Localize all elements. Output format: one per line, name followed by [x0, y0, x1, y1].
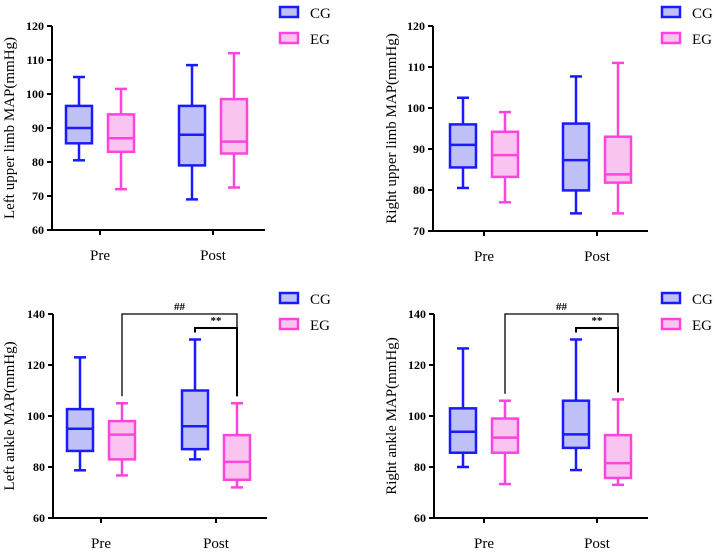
box-CG-Post [177, 63, 207, 201]
x-tick-label: Post [584, 536, 611, 550]
box-iqr [219, 97, 249, 155]
bracket-line [194, 327, 238, 397]
y-tick-label: 120 [27, 358, 45, 372]
box-EG-Post [222, 402, 252, 489]
y-tick-label: 90 [413, 142, 425, 156]
legend-swatch-EG [660, 31, 682, 45]
box-CG-Pre [448, 347, 478, 469]
bracket-line [575, 327, 619, 393]
box-EG-Pre [107, 402, 137, 477]
legend-label-CG: CG [310, 6, 331, 22]
y-tick-label: 120 [26, 19, 44, 33]
legend-swatch-CG [278, 5, 300, 19]
panel-1: 60 70 80 90 100 110 120 Pre Post Left upper limb … [2, 5, 331, 264]
box-iqr [65, 407, 95, 453]
legend-label-EG: EG [310, 318, 330, 334]
y-tick-label: 80 [32, 155, 44, 169]
significance-label: ** [592, 315, 604, 327]
x-tick-label: Pre [474, 249, 494, 265]
legend-swatch-CG [660, 291, 682, 305]
y-tick-label: 100 [27, 409, 45, 423]
y-tick-label: 140 [27, 307, 45, 321]
box-EG-Pre [490, 399, 520, 486]
y-tick-label: 90 [32, 121, 44, 135]
box-iqr [561, 122, 591, 192]
box-iqr [222, 433, 252, 481]
y-tick-label: 100 [408, 409, 426, 423]
box-iqr [448, 407, 478, 454]
y-tick-label: 100 [407, 101, 425, 115]
box-CG-Post [561, 75, 591, 215]
box-iqr [603, 433, 633, 480]
x-tick-label: Pre [90, 248, 110, 264]
box-EG-Pre [106, 87, 136, 191]
y-axis-label: Right ankle MAP(mmHg) [384, 337, 400, 495]
box-EG-Post [219, 51, 249, 189]
box-iqr [180, 389, 210, 451]
significance-bracket: ** [194, 315, 238, 397]
y-tick-label: 100 [26, 87, 44, 101]
y-tick-label: 110 [408, 60, 425, 74]
box-iqr [107, 419, 137, 461]
y-tick-label: 120 [408, 358, 426, 372]
box-CG-Post [180, 338, 210, 461]
box-EG-Post [603, 61, 633, 215]
y-tick-label: 80 [33, 460, 45, 474]
box-iqr [64, 104, 94, 145]
y-tick-label: 110 [27, 53, 44, 67]
y-tick-label: 120 [407, 19, 425, 33]
panel-4: 60 80 100 120 140 Pre Post Right ankle MAP(mmHg… [384, 291, 713, 552]
box-EG-Pre [490, 110, 520, 204]
box-iqr [490, 417, 520, 454]
box-iqr [106, 113, 136, 154]
legend-label-EG: EG [692, 318, 712, 334]
box-CG-Pre [448, 96, 478, 190]
legend-label-CG: CG [310, 292, 331, 308]
panel-3: 60 80 100 120 140 Pre Post Left ankle MAP(mmHg)… [2, 291, 331, 552]
box-CG-Post [561, 338, 591, 472]
legend-label-EG: EG [692, 32, 712, 48]
panel-2: 70 80 90 100 110 120 Pre Post Right upper limb M… [384, 5, 713, 265]
y-axis-label: Right upper limb MAP(mmHg) [384, 33, 400, 223]
significance-label: ** [211, 315, 223, 327]
x-tick-label: Post [203, 536, 230, 550]
y-tick-label: 60 [32, 223, 44, 237]
legend-swatch-EG [660, 317, 682, 331]
y-tick-label: 70 [32, 189, 44, 203]
y-axis-label: Left upper limb MAP(mmHg) [2, 37, 18, 219]
legend-label-CG: CG [692, 6, 713, 22]
box-EG-Post [603, 398, 633, 487]
y-tick-label: 70 [413, 224, 425, 238]
y-tick-label: 80 [414, 460, 426, 474]
x-tick-label: Pre [474, 536, 494, 550]
y-tick-label: 80 [413, 183, 425, 197]
y-tick-label: 140 [408, 307, 426, 321]
y-tick-label: 60 [414, 511, 426, 525]
legend-label-EG: EG [310, 32, 330, 48]
legend-swatch-CG [278, 291, 300, 305]
box-CG-Pre [64, 75, 94, 162]
legend-swatch-EG [278, 317, 300, 331]
box-CG-Pre [65, 356, 95, 472]
y-tick-label: 60 [33, 511, 45, 525]
legend-swatch-EG [278, 31, 300, 45]
box-iqr [561, 399, 591, 450]
significance-label: ## [556, 301, 568, 313]
legend-label-CG: CG [692, 292, 713, 308]
significance-bracket: ** [575, 315, 619, 393]
box-iqr [603, 135, 633, 184]
x-tick-label: Pre [91, 536, 111, 550]
y-axis-label: Left ankle MAP(mmHg) [2, 341, 18, 490]
significance-label: ## [174, 301, 186, 313]
legend-swatch-CG [660, 5, 682, 19]
x-tick-label: Post [584, 249, 611, 265]
x-tick-label: Post [200, 248, 227, 264]
